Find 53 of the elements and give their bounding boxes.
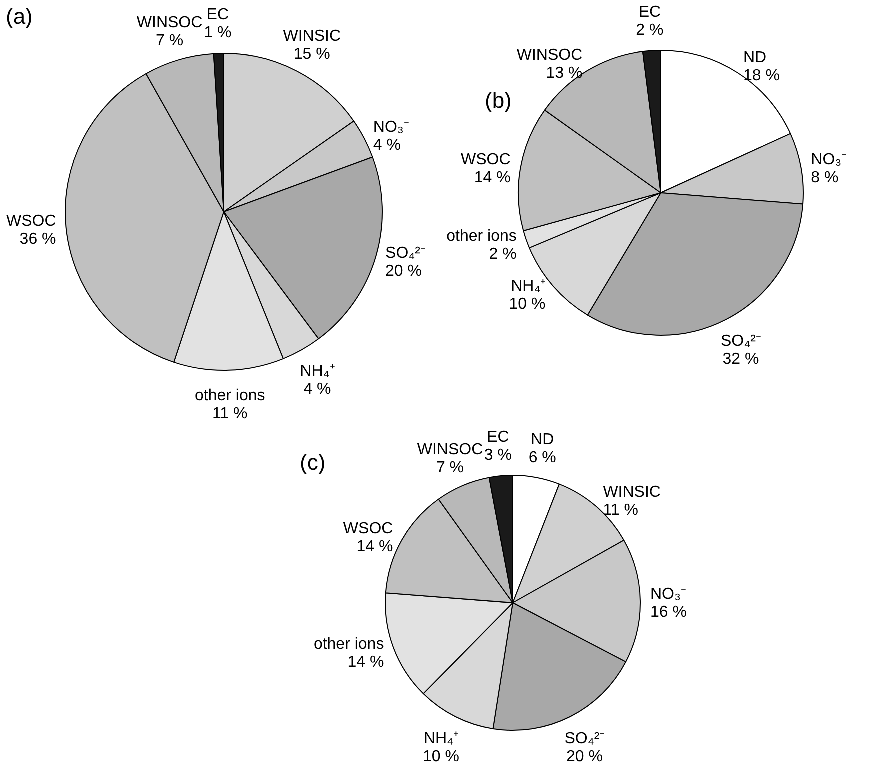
slice-label: WINSOC [136,14,203,32]
data-label: 3 % [484,447,512,464]
data-label: 4 % [373,137,401,154]
slice-label: ND [743,50,767,67]
data-label: 11 % [603,502,638,520]
data-label: 11 % [212,405,248,422]
data-label: 10 % [509,296,546,313]
text: (b) [485,88,512,113]
slice-label: WINSOC [516,47,583,64]
slice-label: EC [638,4,662,21]
data-label: 16 % [650,604,687,621]
text: (c) [300,450,326,475]
slice-label: WINSOC [417,441,484,458]
slice-label: EC [206,6,230,24]
data-label: 18 % [743,68,780,85]
slice-label: EC [487,429,510,446]
slice-label: SO₄²⁻ [720,333,761,350]
slice-label: SO₄²⁻ [564,730,605,748]
data-label: 14 % [348,654,384,672]
data-label: 32 % [722,351,760,368]
data-label: 14 % [356,538,394,556]
slice-label: WINSIC [603,484,661,502]
data-label: 20 % [566,748,603,766]
data-label: 2 % [636,22,664,39]
data-label: 15 % [294,46,330,64]
data-label: 14 % [474,170,511,187]
slice-label: WSOC [6,213,56,230]
slice-label: NH₄⁺ [511,278,546,295]
data-label: 7 % [156,32,184,50]
slice-label: other ions [314,636,384,654]
slice-label: other ions [446,228,517,245]
slice-label: NH₄⁺ [300,362,335,380]
slice-label: WSOC [343,520,394,538]
slice-label: NH₄⁺ [424,730,459,748]
slice-label: NO₃⁻ [811,152,847,169]
data-label: 6 % [528,449,556,466]
slice-label: SO₄²⁻ [386,244,426,262]
slice-label: WINSIC [283,28,342,46]
data-label: 10 % [423,748,460,766]
slice-label: WSOC [461,152,511,169]
slice-label: ND [531,431,554,448]
chart-title: (a) [6,4,33,29]
data-label: 7 % [436,459,464,476]
data-label: 4 % [304,380,332,398]
slice-label: other ions [194,387,266,404]
data-label: 2 % [489,246,517,263]
slice-label: NO₃⁻ [373,119,409,136]
slice-label: NO₃⁻ [650,586,686,603]
data-label: 1 % [204,24,232,42]
data-label: 20 % [386,262,422,280]
data-label: 8 % [811,170,839,187]
data-label: 13 % [546,65,583,82]
data-label: 36 % [20,231,56,248]
